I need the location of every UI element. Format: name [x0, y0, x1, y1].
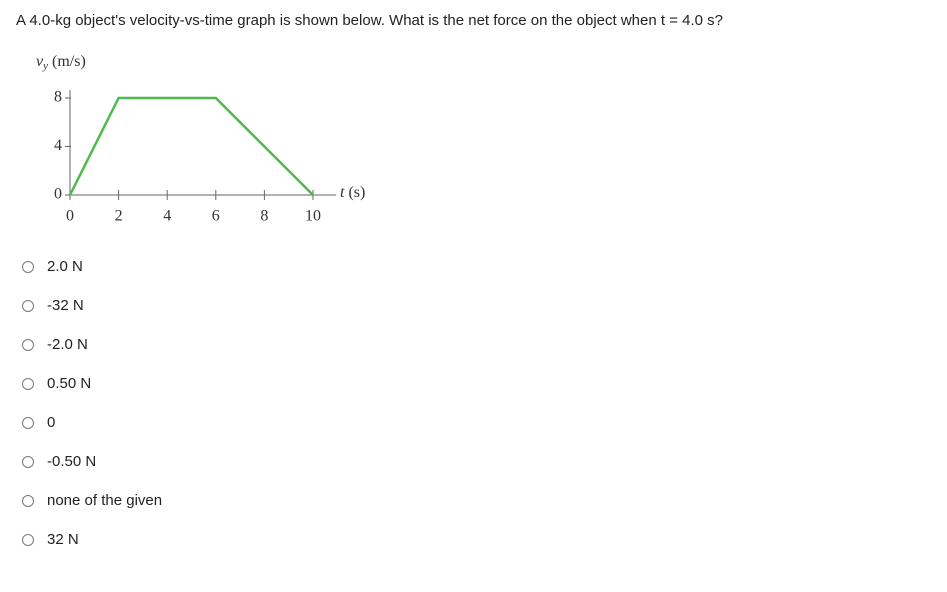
x-tick-label: 8	[260, 208, 268, 225]
y-label-subscript: y	[42, 60, 48, 72]
option-label[interactable]: 32 N	[47, 531, 79, 548]
x-label-symbol: t	[340, 184, 345, 201]
options: 2.0 N -32 N -2.0 N 0.50 N 0 -0.50 N none of th…	[22, 258, 162, 570]
option-label[interactable]: -0.50 N	[47, 453, 97, 470]
option[interactable]: -0.50 N	[22, 453, 162, 492]
x-tick-label: 2	[115, 208, 123, 225]
chart: vy (m/s) t (s) 0 4 8 0 2 4 6 8 10	[36, 53, 365, 225]
option[interactable]: 2.0 N	[22, 258, 162, 297]
option[interactable]: none of the given	[22, 492, 162, 531]
y-tick-label: 4	[54, 137, 62, 154]
x-tick-label: 6	[212, 208, 220, 225]
y-label-unit: (m/s)	[52, 53, 86, 70]
radio-button[interactable]	[22, 495, 34, 507]
option[interactable]: 0.50 N	[22, 375, 162, 414]
y-label-symbol: v	[36, 53, 44, 70]
y-tick-label: 0	[54, 186, 62, 203]
radio-button[interactable]	[22, 378, 34, 390]
radio-button[interactable]	[22, 534, 34, 546]
question: A 4.0-kg object's velocity-vs-time graph…	[16, 12, 723, 29]
option[interactable]: -32 N	[22, 297, 162, 336]
x-tick-label: 4	[163, 208, 171, 225]
y-axis-label: vy (m/s)	[36, 53, 86, 72]
radio-button[interactable]	[22, 261, 34, 273]
radio-button[interactable]	[22, 456, 34, 468]
data-line	[68, 96, 314, 196]
option-label[interactable]: -32 N	[47, 297, 84, 314]
option[interactable]: -2.0 N	[22, 336, 162, 375]
y-tick-label: 8	[54, 89, 62, 106]
option-label[interactable]: 0	[47, 414, 56, 431]
x-tick-label: 0	[66, 208, 74, 225]
option-label[interactable]: -2.0 N	[47, 336, 88, 353]
option[interactable]: 0	[22, 414, 162, 453]
option-label[interactable]: 0.50 N	[47, 375, 92, 392]
radio-button[interactable]	[22, 300, 34, 312]
option[interactable]: 32 N	[22, 531, 162, 570]
option-label[interactable]: none of the given	[47, 492, 163, 509]
x-tick-label: 10	[305, 208, 321, 225]
x-label-unit: (s)	[348, 184, 365, 201]
x-axis-label: t (s)	[340, 184, 365, 201]
radio-button[interactable]	[22, 417, 34, 429]
option-label[interactable]: 2.0 N	[47, 258, 83, 275]
radio-button[interactable]	[22, 339, 34, 351]
